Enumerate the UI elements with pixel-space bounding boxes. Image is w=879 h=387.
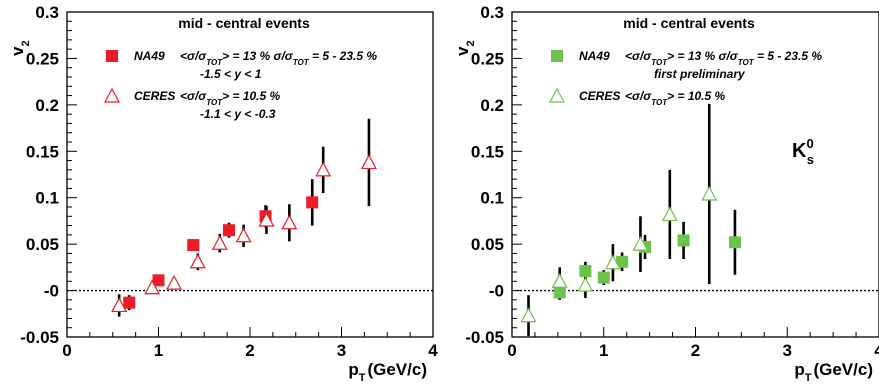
panel-title: mid - central events: [178, 15, 310, 31]
series-ceres-markers: [111, 154, 377, 313]
series-ceres: [117, 118, 371, 317]
x-tick-label: 2: [245, 341, 254, 360]
y-tick-label: 0.1: [480, 189, 504, 208]
panel-title: mid - central events: [623, 15, 755, 31]
legend-entry-ceres: CERES <σ/σTOT> = 10.5 %-1.1 < y < -0.3: [103, 87, 281, 121]
legend-text-line1: <σ/σTOT> = 10.5 %: [180, 89, 281, 107]
data-point: [661, 206, 678, 222]
data-point: [189, 253, 206, 269]
data-point: [553, 286, 566, 299]
legend-text-line2: first preliminary: [654, 67, 746, 81]
x-tick-label: 4: [874, 341, 879, 360]
data-point: [632, 235, 649, 251]
legend-marker: [106, 50, 118, 62]
legend-marker: [548, 87, 566, 103]
legend-series-name: NA49: [579, 49, 610, 63]
chart-panel-2: 0 1 2 3 4 -0.05 -0 0.05 0.1 0.15 0.2 0.25 0.3 pT(GeV/…: [453, 3, 879, 384]
y-axis-title: v2: [453, 40, 477, 56]
x-tick-label: 0: [507, 341, 516, 360]
data-point: [111, 297, 128, 313]
data-point: [315, 161, 332, 177]
x-tick-label: 1: [599, 341, 608, 360]
y-tick-label: -0: [489, 282, 504, 301]
data-point: [604, 254, 621, 270]
x-tick-label: 2: [691, 341, 700, 360]
data-point: [551, 273, 568, 288]
y-tick-label: 0.25: [471, 49, 504, 68]
x-tick-label: 4: [428, 341, 438, 360]
x-tick-label: 1: [154, 341, 163, 360]
data-point: [211, 234, 228, 250]
y-tick-label: 0.1: [35, 189, 59, 208]
data-point: [281, 214, 298, 230]
x-axis-title: pT (GeV/c): [348, 360, 427, 384]
legend-text-line2: -1.1 < y < -0.3: [200, 107, 276, 121]
legend-marker: [103, 87, 121, 103]
y-tick-label: 0.05: [26, 235, 59, 254]
series-ceres-markers: [520, 185, 718, 323]
data-point: [579, 265, 592, 278]
y-tick-label: 0.05: [471, 235, 504, 254]
particle-label: K0 s: [792, 136, 814, 167]
y-tick-label: 0.2: [480, 96, 504, 115]
legend-text-line2: -1.5 < y < 1: [200, 67, 262, 81]
y-tick-label: 0.3: [480, 3, 504, 22]
y-tick-label: -0.05: [20, 328, 59, 347]
y-tick-label: 0.3: [35, 3, 59, 22]
data-point: [360, 154, 377, 170]
y-tick-label: -0.05: [465, 328, 504, 347]
legend-text-line1: <σ/σTOT> = 13 % σ/σTOT = 5 - 23.5 %: [180, 49, 377, 67]
legend-text-line1: <σ/σTOT> = 13 % σ/σTOT = 5 - 23.5 %: [625, 49, 822, 67]
data-point: [597, 271, 610, 284]
data-point: [123, 296, 136, 309]
data-point: [728, 236, 741, 249]
x-tick-label: 3: [337, 341, 346, 360]
x-tick-label: 3: [783, 341, 792, 360]
data-point: [577, 276, 594, 292]
data-point: [222, 224, 235, 237]
data-point: [701, 185, 718, 201]
y-tick-label: 0.15: [471, 142, 504, 161]
y-axis-title: v2: [8, 40, 32, 56]
legend-series-name: NA49: [134, 49, 165, 63]
y-tick-label: 0.15: [26, 142, 59, 161]
data-point: [258, 211, 275, 227]
y-tick-label: -0: [44, 282, 59, 301]
data-point: [187, 239, 200, 252]
legend-marker: [551, 50, 563, 62]
data-point: [520, 307, 537, 323]
y-tick-label: 0.25: [26, 49, 59, 68]
chart-panel-1: 0 1 2 3 4 -0.05 -0 0.05 0.1 0.15 0.2 0.25 0.3 pT (GeV/…: [8, 3, 438, 384]
y-tick-label: 0.2: [35, 96, 59, 115]
data-point: [616, 255, 629, 268]
data-point: [306, 196, 319, 209]
data-point: [677, 234, 690, 247]
data-point: [144, 279, 161, 295]
legend-entry-ceres: CERES <σ/σTOT> = 10.5 %: [548, 87, 726, 107]
legend-series-name: CERES: [134, 89, 175, 103]
data-point: [152, 274, 165, 287]
series-ceres: [527, 103, 711, 337]
data-point: [166, 274, 183, 290]
legend-text-line1: <σ/σTOT> = 10.5 %: [625, 89, 726, 107]
legend-entry-na49: NA49 <σ/σTOT> = 13 % σ/σTOT = 5 - 23.5 %-…: [106, 49, 377, 81]
legend-entry-na49: NA49 <σ/σTOT> = 13 % σ/σTOT = 5 - 23.5 %f…: [551, 49, 822, 81]
x-axis-title: pT (GeV/c): [794, 360, 873, 384]
series-na49-markers: [123, 196, 319, 309]
x-tick-label: 0: [62, 341, 71, 360]
legend-series-name: CERES: [579, 89, 620, 103]
data-point: [235, 227, 252, 243]
